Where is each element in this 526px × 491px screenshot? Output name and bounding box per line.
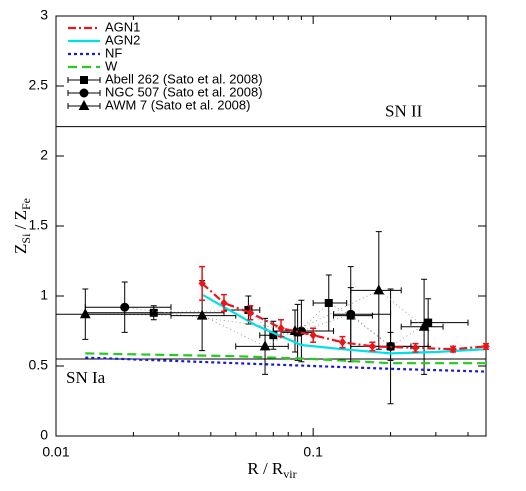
series: [84, 274, 469, 361]
y-tick-label: 1: [40, 287, 48, 303]
y-tick-label: 0: [40, 427, 48, 443]
legend-label: W: [105, 58, 118, 73]
marker: [418, 320, 430, 331]
legend-marker: [78, 99, 90, 110]
series-line: [201, 282, 487, 351]
legend-label: NGC 507 (Sato et al. 2008): [105, 84, 263, 99]
y-tick-label: 1.5: [29, 217, 49, 233]
y-label-main: Z: [11, 244, 30, 254]
marker: [324, 299, 333, 307]
marker: [373, 284, 385, 295]
marker: [120, 302, 130, 312]
marker: [309, 330, 317, 340]
series-line: [124, 306, 391, 347]
series: [55, 231, 444, 375]
x-tick-label: 0.1: [303, 444, 323, 460]
marker: [220, 298, 228, 308]
y-tick-label: 2.5: [29, 77, 49, 93]
marker: [368, 342, 377, 351]
y-label-sub: Fe: [19, 198, 33, 210]
series-line: [85, 289, 425, 347]
marker: [449, 344, 457, 354]
marker: [338, 337, 347, 347]
legend-label: AGN2: [105, 32, 140, 47]
legend-label: Abell 262 (Sato et al. 2008): [105, 71, 263, 86]
series-line: [85, 356, 487, 373]
x-label-main: R / R: [247, 459, 284, 478]
marker: [411, 343, 420, 353]
marker: [79, 308, 91, 319]
marker: [346, 309, 356, 319]
legend-marker: [79, 88, 89, 98]
series: [85, 352, 486, 365]
marker: [196, 309, 208, 320]
reference-label: SN II: [385, 102, 423, 121]
marker: [259, 340, 271, 351]
x-axis-label: R / Rvir: [247, 459, 296, 481]
marker: [198, 279, 206, 288]
series-line: [85, 352, 486, 365]
reference-label: SN Ia: [66, 368, 106, 387]
marker: [246, 308, 255, 318]
series: [84, 266, 429, 405]
legend-label: NF: [105, 45, 122, 60]
y-label-sub: Si: [19, 233, 33, 244]
x-tick-label: 0.01: [42, 444, 69, 460]
legend-label: AGN1: [105, 19, 140, 34]
marker: [482, 342, 490, 351]
marker: [149, 308, 158, 317]
series: [85, 356, 487, 373]
series: [198, 265, 490, 354]
y-tick-label: 2: [40, 147, 48, 163]
series-line: [201, 293, 487, 355]
marker: [277, 323, 285, 333]
legend-marker: [80, 76, 88, 84]
y-tick-label: 0.5: [29, 357, 49, 373]
y-tick-label: 3: [40, 7, 48, 23]
legend-label: AWM 7 (Sato et al. 2008): [105, 97, 250, 112]
x-error-bar: [410, 319, 469, 326]
x-error-bar: [333, 311, 392, 318]
x-label-sub: vir: [283, 467, 296, 481]
y-axis-label: ZSi / ZFe: [11, 198, 33, 254]
series: [201, 293, 487, 355]
y-label-main: / Z: [11, 210, 30, 234]
